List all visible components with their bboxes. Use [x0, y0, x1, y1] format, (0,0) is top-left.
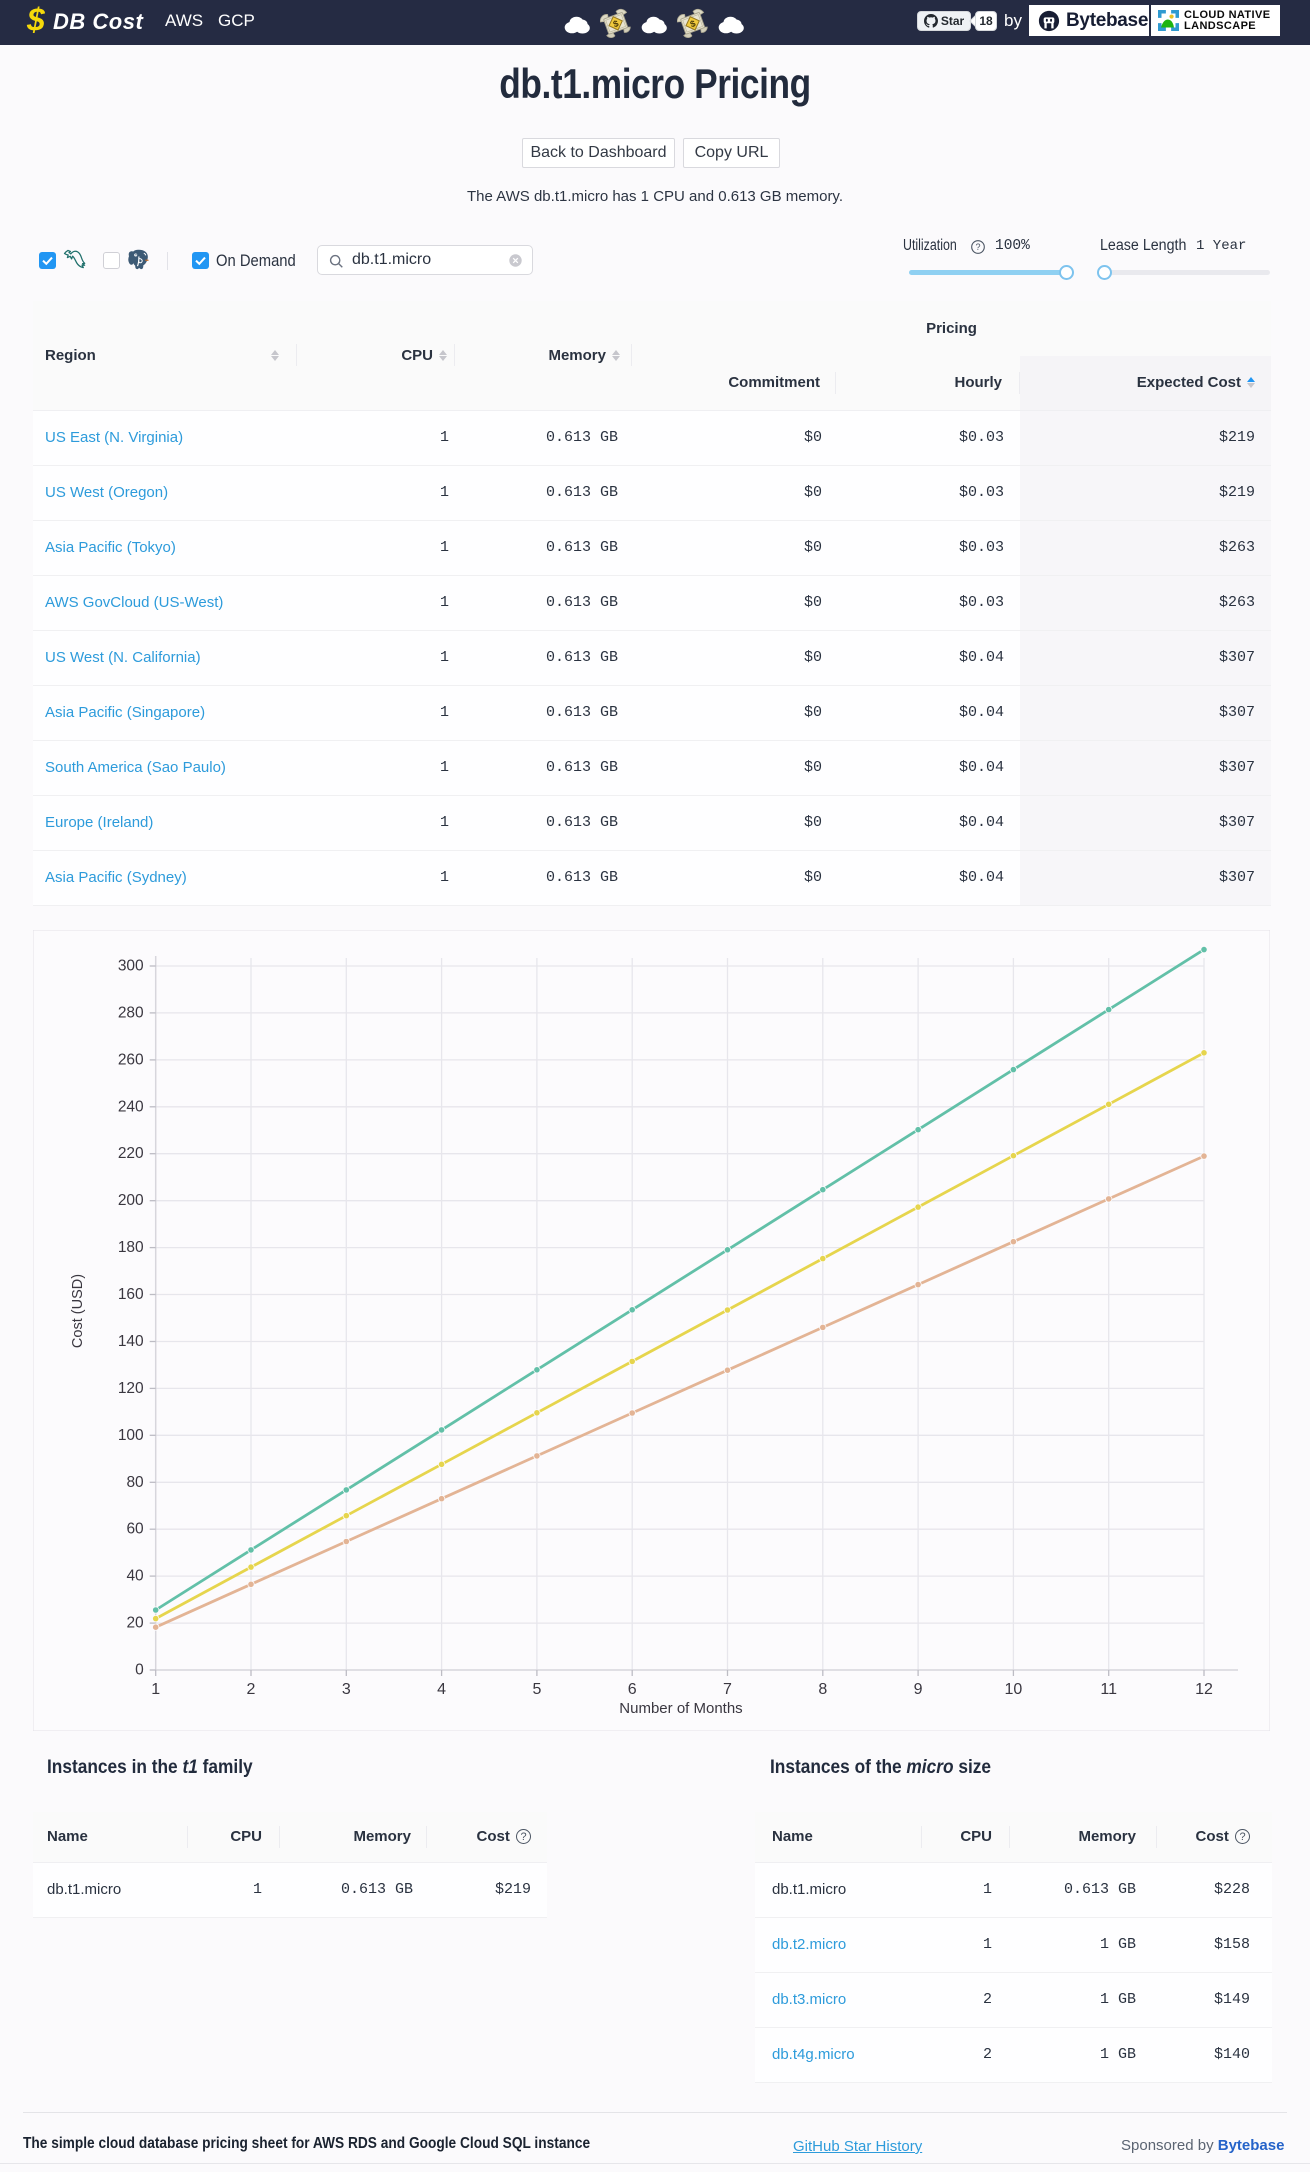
svg-text:60: 60	[126, 1521, 144, 1538]
svg-text:3: 3	[342, 1681, 351, 1698]
svg-text:?: ?	[975, 242, 980, 252]
svg-text:Number of Months: Number of Months	[619, 1700, 742, 1717]
svg-text:200: 200	[118, 1192, 144, 1209]
svg-text:100: 100	[118, 1427, 144, 1444]
svg-text:12: 12	[1195, 1681, 1213, 1698]
svg-text:4: 4	[437, 1681, 446, 1698]
svg-text:1: 1	[151, 1681, 160, 1698]
svg-text:40: 40	[126, 1568, 144, 1585]
svg-text:180: 180	[118, 1239, 144, 1256]
svg-text:11: 11	[1100, 1681, 1117, 1698]
svg-text:2: 2	[247, 1681, 256, 1698]
svg-text:Cost (USD): Cost (USD)	[70, 1274, 86, 1348]
svg-text:240: 240	[118, 1098, 144, 1115]
svg-text:140: 140	[118, 1333, 144, 1350]
svg-text:$: $	[612, 18, 620, 29]
svg-text:0: 0	[135, 1662, 144, 1679]
svg-text:6: 6	[628, 1681, 637, 1698]
svg-text:10: 10	[1005, 1681, 1023, 1698]
svg-text:$: $	[689, 18, 697, 29]
svg-text:280: 280	[118, 1004, 144, 1021]
svg-text:220: 220	[118, 1145, 144, 1162]
svg-text:260: 260	[118, 1051, 144, 1068]
svg-text:9: 9	[914, 1681, 923, 1698]
svg-text:20: 20	[126, 1615, 144, 1632]
svg-text:7: 7	[723, 1681, 732, 1698]
svg-text:160: 160	[118, 1286, 144, 1303]
svg-text:120: 120	[118, 1380, 144, 1397]
svg-text:300: 300	[118, 958, 144, 975]
svg-text:80: 80	[126, 1474, 144, 1491]
svg-text:8: 8	[818, 1681, 827, 1698]
svg-text:5: 5	[532, 1681, 541, 1698]
